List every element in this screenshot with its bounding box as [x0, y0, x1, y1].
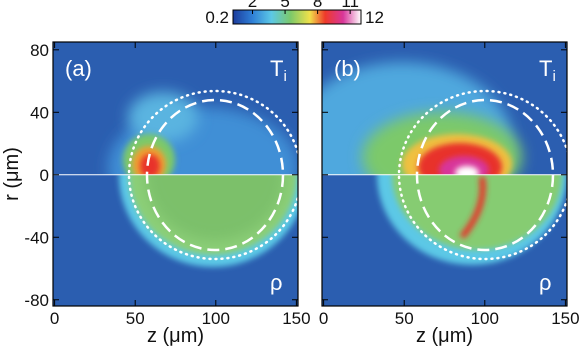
colorbar: [232, 9, 362, 25]
y-tick-label: -80: [24, 291, 49, 310]
top-label: Ti: [539, 56, 556, 85]
y-tick-label: 40: [30, 103, 49, 122]
y-tick-label: 0: [40, 166, 49, 185]
top-label-sub: i: [283, 68, 286, 85]
y-tick-label: -40: [24, 228, 49, 247]
colorbar-tick-label: 8: [313, 0, 322, 11]
plot-frame: [52, 41, 299, 307]
top-label-main: T: [539, 56, 552, 81]
panel-label: (a): [65, 56, 92, 81]
bottom-label: ρ: [270, 270, 283, 295]
x-tick-label: 150: [551, 309, 579, 328]
x-tick-label: 150: [282, 309, 310, 328]
x-axis-label: z (μm): [147, 325, 204, 347]
x-tick-label: 50: [395, 309, 414, 328]
x-tick-label: 0: [50, 309, 59, 328]
x-tick-label: 0: [319, 309, 328, 328]
y-tick-label: 80: [30, 41, 49, 60]
plot-frame: [321, 41, 568, 307]
x-tick-label: 50: [126, 309, 145, 328]
bottom-label: ρ: [539, 270, 552, 295]
field-a: [53, 42, 303, 306]
panel-label: (b): [334, 56, 361, 81]
top-label-sub: i: [552, 68, 555, 85]
x-tick-label: 100: [202, 309, 230, 328]
colorbar-tick-label: 2: [248, 0, 257, 11]
colorbar-min: 0.2: [205, 8, 229, 27]
x-tick-label: 100: [471, 309, 499, 328]
colorbar-max: 12: [365, 8, 384, 27]
y-axis-label: r (μm): [1, 147, 23, 201]
field-b: [322, 42, 573, 306]
colorbar-tick-label: 5: [280, 0, 289, 11]
colorbar-tick-label: 11: [341, 0, 359, 11]
x-axis-label: z (μm): [416, 325, 473, 347]
top-label: Ti: [270, 56, 287, 85]
top-label-main: T: [270, 56, 283, 81]
